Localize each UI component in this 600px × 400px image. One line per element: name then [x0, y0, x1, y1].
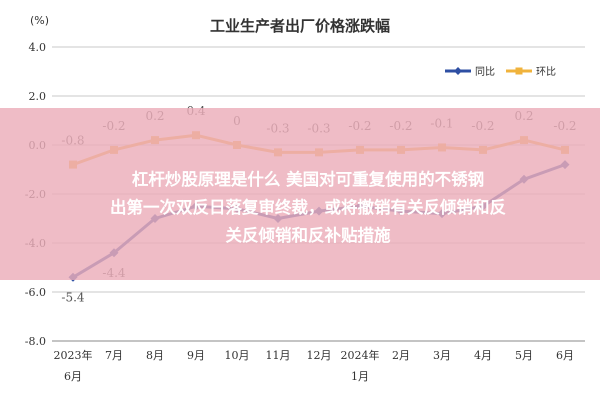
y-tick-label: -8.0	[25, 335, 46, 348]
x-tick-label: 2023年	[54, 348, 93, 362]
watermark-banner: 杠杆炒股原理是什么 美国对可重复使用的不锈钢 出第一次双反日落复审终裁，或将撤销…	[0, 108, 600, 280]
legend-label: 环比	[536, 66, 556, 78]
x-tick-label: 4月	[474, 349, 492, 362]
x-tick-label: 9月	[187, 349, 205, 362]
x-tick-label: 1月	[351, 370, 369, 383]
y-unit-label: (%)	[30, 14, 49, 27]
data-label: -5.4	[61, 290, 85, 304]
x-tick-label: 10月	[225, 349, 250, 362]
legend-marker	[515, 67, 523, 75]
x-tick-label: 11月	[266, 349, 291, 362]
y-tick-label: -6.0	[25, 286, 46, 299]
chart-title: 工业生产者出厂价格涨跌幅	[210, 17, 390, 35]
x-tick-label: 6月	[64, 370, 82, 383]
banner-text: 杠杆炒股原理是什么 美国对可重复使用的不锈钢 出第一次双反日落复审终裁，或将撤销…	[0, 166, 600, 250]
x-tick-label: 12月	[307, 349, 332, 362]
x-axis-ticks: 2023年 6月 7月 8月 9月 10月 11月 12月 2024年 1月 2月 3月 4月 5月 6月	[54, 348, 575, 383]
banner-line-1: 杠杆炒股原理是什么 美国对可重复使用的不锈钢	[131, 170, 485, 189]
x-tick-label: 2月	[392, 349, 410, 362]
x-tick-label: 3月	[433, 349, 451, 362]
legend: 同比 环比	[445, 66, 556, 78]
x-tick-label: 6月	[556, 349, 574, 362]
x-tick-label: 5月	[515, 349, 533, 362]
x-tick-label: 7月	[105, 349, 123, 362]
legend-label: 同比	[475, 66, 495, 78]
x-tick-label: 8月	[146, 349, 164, 362]
legend-marker	[454, 67, 462, 75]
y-tick-label: 2.0	[29, 90, 47, 103]
y-tick-label: 4.0	[29, 41, 47, 54]
x-tick-label: 2024年	[341, 348, 380, 362]
banner-line-3: 关反倾销和反补贴措施	[225, 226, 391, 245]
banner-line-2: 出第一次双反日落复审终裁，或将撤销有关反倾销和反	[110, 198, 506, 217]
